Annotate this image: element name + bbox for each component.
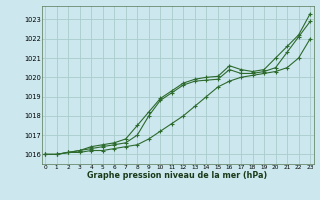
X-axis label: Graphe pression niveau de la mer (hPa): Graphe pression niveau de la mer (hPa) <box>87 171 268 180</box>
